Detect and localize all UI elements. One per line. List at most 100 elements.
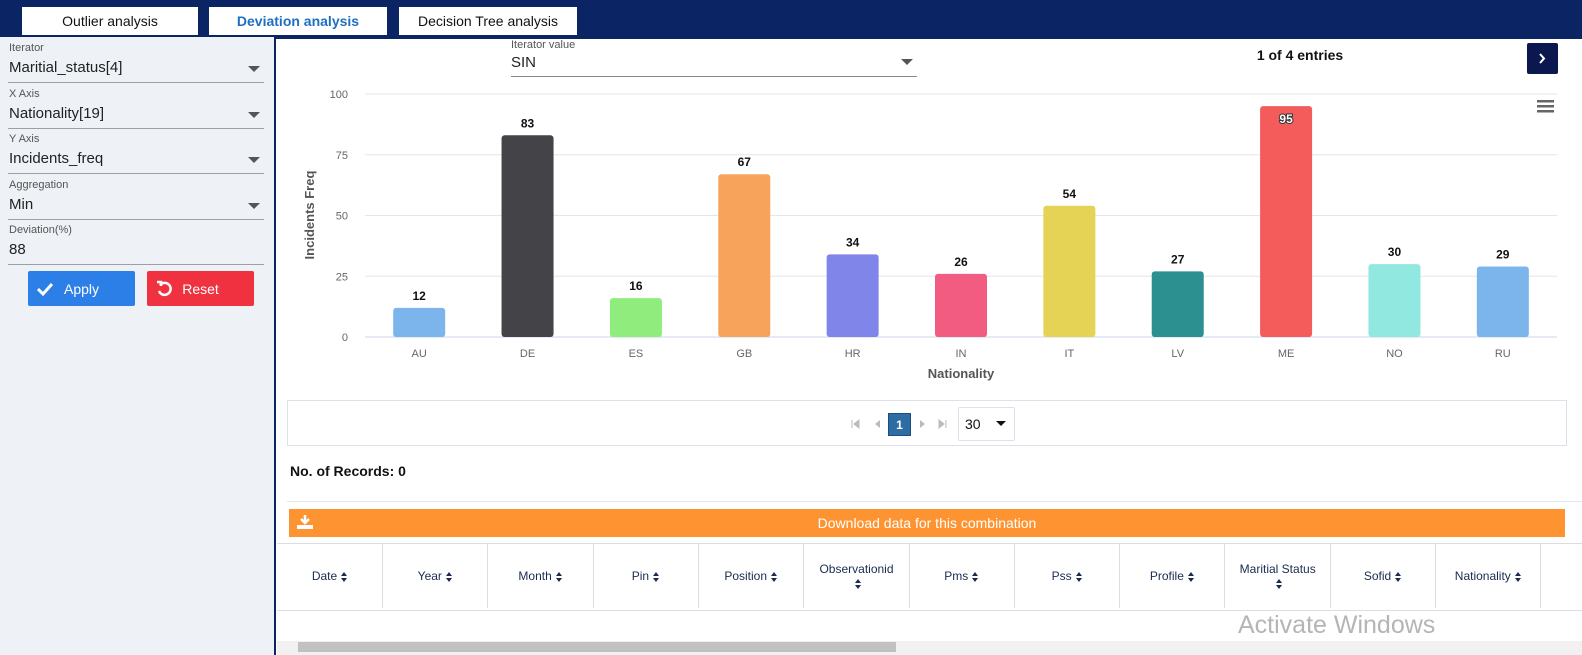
caret <box>996 421 1006 426</box>
page-size-select[interactable]: 30 <box>958 407 1015 441</box>
data-label: 34 <box>846 235 860 249</box>
data-label: 26 <box>954 255 968 269</box>
column-label: Pms <box>944 569 969 583</box>
data-label: 67 <box>738 155 752 169</box>
reset-icon <box>157 280 172 297</box>
y-tick-label: 50 <box>336 211 348 223</box>
sort-icon <box>972 571 979 582</box>
menu-icon[interactable] <box>1537 100 1554 113</box>
caret <box>248 66 260 72</box>
column-label: Date <box>311 569 338 583</box>
column-cell: Observationid <box>819 562 894 590</box>
field[interactable]: Aggregation Min <box>8 179 264 220</box>
field-value: Nationality[19] <box>9 104 105 122</box>
sort-icon <box>653 571 660 582</box>
download-icon <box>297 515 313 529</box>
column-header[interactable]: Observationid <box>805 544 910 608</box>
column-header[interactable]: Month <box>489 544 594 608</box>
bar <box>935 273 987 337</box>
column-label: Year <box>417 569 442 583</box>
next-icon <box>1539 53 1546 64</box>
sort-icon <box>854 578 862 589</box>
sort-icon <box>555 571 563 582</box>
column-header[interactable]: Position <box>699 544 805 608</box>
tab[interactable]: Deviation analysis <box>209 7 387 35</box>
column-header[interactable]: Year <box>383 544 489 608</box>
scrollbar-thumb[interactable] <box>298 642 896 652</box>
sort-icon <box>1276 578 1283 589</box>
y-tick-label: 100 <box>330 89 348 101</box>
column-header[interactable]: Date <box>278 544 383 608</box>
iterator-select[interactable]: Iterator value SIN <box>511 39 917 77</box>
bar <box>826 254 879 337</box>
column-header[interactable]: Profile <box>1120 544 1226 608</box>
column-label: Observationid <box>819 562 894 576</box>
column-header[interactable]: Pin <box>594 544 699 608</box>
x-tick-label: ME <box>1278 348 1295 360</box>
bar <box>609 298 662 337</box>
bar <box>1260 106 1313 338</box>
field[interactable]: X Axis Nationality[19] <box>8 88 264 129</box>
reset-button[interactable]: Reset <box>147 271 254 306</box>
y-tick-label: 75 <box>336 150 348 162</box>
main-border <box>274 37 276 655</box>
column-label: Pss <box>1051 569 1072 583</box>
records-count: No. of Records: 0 <box>290 463 406 479</box>
data-label: 27 <box>1171 252 1185 266</box>
column-label: Position <box>724 569 768 583</box>
column-header[interactable]: Maritial Status <box>1226 544 1331 608</box>
data-label: 16 <box>629 279 643 293</box>
field-value: Min <box>9 195 34 213</box>
bar <box>1043 205 1096 337</box>
field-value: Incidents_freq <box>9 150 104 168</box>
column-header[interactable]: Pms <box>910 544 1015 608</box>
sort-icon <box>1075 571 1083 582</box>
entries: 1 of 4 entries <box>1256 47 1344 63</box>
column-cell: Nationality <box>1455 569 1522 583</box>
sidebar <box>0 37 274 655</box>
column-label: Nationality <box>1454 569 1511 583</box>
bar <box>718 174 771 337</box>
tab[interactable]: Decision Tree analysis <box>399 7 577 35</box>
column-label: Sofid <box>1363 569 1392 583</box>
bar <box>1151 271 1204 337</box>
field-label: Deviation(%) <box>9 224 72 237</box>
column-label: Maritial Status <box>1239 562 1316 576</box>
apply-label: Apply <box>63 280 100 297</box>
column-cell: Profile <box>1150 569 1195 583</box>
column-cell: Pms <box>944 569 979 583</box>
column-cell: Pss <box>1052 569 1083 583</box>
column-cell: Position <box>724 569 778 583</box>
table-header <box>277 543 1582 611</box>
watermark: Activate Windows <box>1238 611 1436 639</box>
x-tick-label: LV <box>1171 348 1184 360</box>
reset-label: Reset <box>182 280 219 297</box>
bar <box>501 135 554 337</box>
data-label: 30 <box>1388 245 1402 259</box>
data-label: 12 <box>413 289 427 303</box>
apply-button[interactable]: Apply <box>28 271 135 306</box>
x-tick-label: DE <box>520 348 535 360</box>
x-tick-label: AU <box>412 348 427 360</box>
field[interactable]: Y Axis Incidents_freq <box>8 133 264 175</box>
x-tick-label: RU <box>1495 348 1511 360</box>
sort-icon <box>445 571 453 582</box>
data-label: 83 <box>521 116 535 130</box>
x-tick-label: HR <box>845 348 861 360</box>
x-tick-label: GB <box>736 348 752 360</box>
next-button[interactable] <box>1527 43 1558 74</box>
download-bar[interactable]: Download data for this combination <box>289 509 1565 537</box>
field[interactable]: Deviation(%) 88 <box>8 224 264 266</box>
check-icon <box>36 282 54 296</box>
column-cell: Date <box>312 569 348 583</box>
column-header[interactable]: Nationality <box>1436 544 1542 608</box>
field[interactable]: Iterator Maritial_status[4] <box>8 42 264 83</box>
column-cell: Sofid <box>1364 569 1402 583</box>
column-header[interactable]: Pss <box>1015 544 1121 608</box>
page-number[interactable]: 1 <box>888 413 911 436</box>
field-label: X Axis <box>9 87 40 100</box>
column-cell: Month <box>518 569 562 583</box>
column-header[interactable]: Sofid <box>1331 544 1436 608</box>
tab[interactable]: Outlier analysis <box>22 7 198 35</box>
